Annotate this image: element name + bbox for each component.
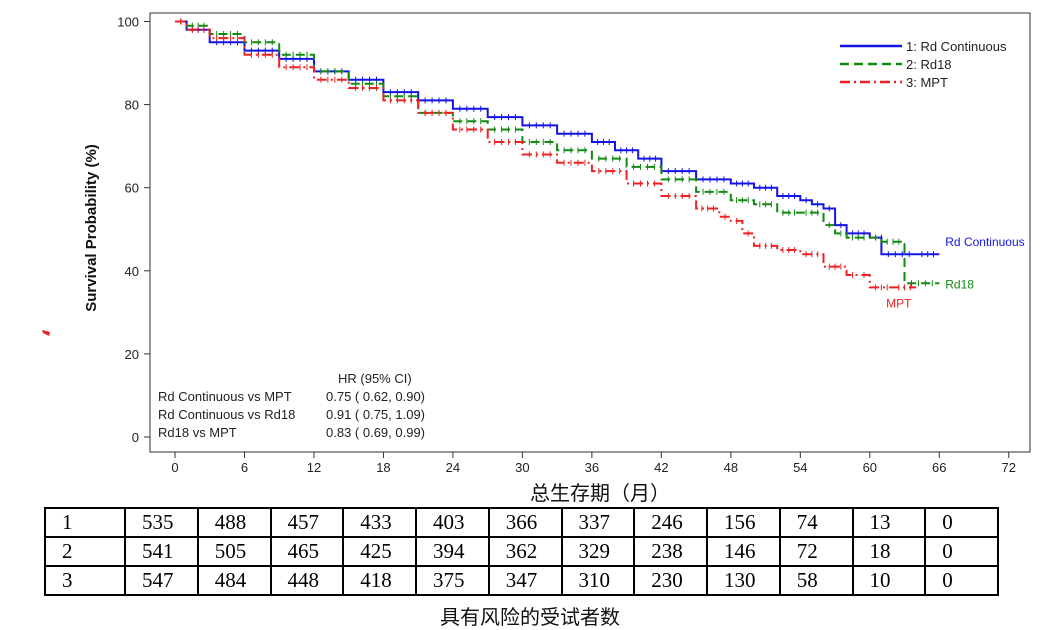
x-tick-label: 48 xyxy=(724,460,738,475)
x-tick-label: 42 xyxy=(654,460,668,475)
risk-row: 1 535 488 457 433 403 366 337 246 156 74 13 0 xyxy=(44,507,999,538)
risk-count-cell: 375 xyxy=(415,565,490,596)
hr-value: 0.75 ( 0.62, 0.90) xyxy=(326,389,425,404)
risk-count-cell: 418 xyxy=(342,565,417,596)
risk-table-title: 具有风险的受试者数 xyxy=(440,605,620,629)
risk-count-cell: 230 xyxy=(633,565,708,596)
y-tick-label: 0 xyxy=(132,430,139,445)
curve-end-label: Rd18 xyxy=(945,277,974,291)
hr-comparison-label: Rd Continuous vs MPT xyxy=(158,389,292,404)
risk-count-cell: 18 xyxy=(851,536,927,567)
risk-count-cell: 337 xyxy=(560,507,636,538)
risk-group-cell: 3 xyxy=(44,565,126,596)
risk-count-cell: 457 xyxy=(269,507,345,538)
hr-value: 0.91 ( 0.75, 1.09) xyxy=(326,407,425,422)
risk-group-cell: 1 xyxy=(44,507,126,538)
x-tick-label: 54 xyxy=(793,460,807,475)
hr-value: 0.83 ( 0.69, 0.99) xyxy=(326,425,425,440)
risk-count-cell: 535 xyxy=(124,507,199,538)
risk-count-cell: 130 xyxy=(706,565,781,596)
x-tick-label: 18 xyxy=(376,460,390,475)
hr-comparison-label: Rd18 vs MPT xyxy=(158,425,237,440)
risk-count-cell: 484 xyxy=(196,565,272,596)
risk-count-cell: 0 xyxy=(924,565,999,596)
x-tick-label: 0 xyxy=(171,460,178,475)
y-tick-label: 60 xyxy=(125,181,139,196)
risk-count-cell: 448 xyxy=(269,565,345,596)
x-tick-label: 72 xyxy=(1002,460,1016,475)
x-tick-label: 30 xyxy=(515,460,529,475)
survival-chart: Survival Probability (%) 0 6 12 18 24 30 36 42 4… xyxy=(42,12,1031,475)
plot-frame xyxy=(149,12,1031,453)
risk-count-cell: 465 xyxy=(269,536,345,567)
legend-entry: 3: MPT xyxy=(906,75,948,90)
survival-curve xyxy=(175,20,917,289)
y-tick-label: 40 xyxy=(125,264,139,279)
risk-count-cell: 0 xyxy=(924,536,999,567)
risk-count-cell: 246 xyxy=(633,507,708,538)
risk-count-cell: 403 xyxy=(415,507,490,538)
x-tick-label: 6 xyxy=(241,460,248,475)
risk-count-cell: 547 xyxy=(124,565,199,596)
risk-count-cell: 505 xyxy=(196,536,272,567)
risk-count-cell: 238 xyxy=(633,536,708,567)
risk-count-cell: 425 xyxy=(342,536,417,567)
risk-count-cell: 156 xyxy=(706,507,781,538)
risk-count-cell: 366 xyxy=(487,507,563,538)
y-tick-label: 20 xyxy=(125,347,139,362)
risk-count-cell: 362 xyxy=(487,536,563,567)
risk-table: 1 535 488 457 433 403 366 337 246 156 74 13 0 2 541 505… xyxy=(44,507,999,596)
risk-count-cell: 347 xyxy=(487,565,563,596)
risk-count-cell: 488 xyxy=(196,507,272,538)
hr-header: HR (95% CI) xyxy=(338,371,412,386)
hr-comparison-label: Rd Continuous vs Rd18 xyxy=(158,407,295,422)
risk-count-cell: 13 xyxy=(851,507,927,538)
legend-entry: 2: Rd18 xyxy=(906,57,952,72)
x-tick-label: 12 xyxy=(307,460,321,475)
legend-entry: 1: Rd Continuous xyxy=(906,39,1007,54)
risk-row: 2 541 505 465 425 394 362 329 238 146 72 18 0 xyxy=(44,536,999,567)
risk-count-cell: 0 xyxy=(924,507,999,538)
x-tick-label: 24 xyxy=(446,460,460,475)
risk-row: 3 547 484 448 418 375 347 310 230 130 58 10 0 xyxy=(44,565,999,596)
risk-count-cell: 72 xyxy=(778,536,854,567)
risk-count-cell: 146 xyxy=(706,536,781,567)
risk-count-cell: 74 xyxy=(778,507,854,538)
y-axis-title: Survival Probability (%) xyxy=(83,144,100,312)
survival-curve xyxy=(175,20,940,256)
risk-count-cell: 310 xyxy=(560,565,636,596)
risk-count-cell: 541 xyxy=(124,536,199,567)
curve-end-label: MPT xyxy=(886,296,912,310)
risk-count-cell: 10 xyxy=(851,565,927,596)
risk-count-cell: 329 xyxy=(560,536,636,567)
survival-curve xyxy=(175,20,940,285)
x-axis-title: 总生存期（月） xyxy=(530,481,670,505)
y-tick-label: 100 xyxy=(117,15,139,30)
risk-count-cell: 394 xyxy=(415,536,490,567)
risk-count-cell: 433 xyxy=(342,507,417,538)
risk-group-cell: 2 xyxy=(44,536,126,567)
y-tick-label: 80 xyxy=(125,98,139,113)
curve-end-label: Rd Continuous xyxy=(945,235,1024,249)
x-tick-label: 60 xyxy=(863,460,877,475)
risk-count-cell: 58 xyxy=(778,565,854,596)
x-tick-label: 66 xyxy=(932,460,946,475)
x-tick-label: 36 xyxy=(585,460,599,475)
red-mark xyxy=(42,330,50,336)
